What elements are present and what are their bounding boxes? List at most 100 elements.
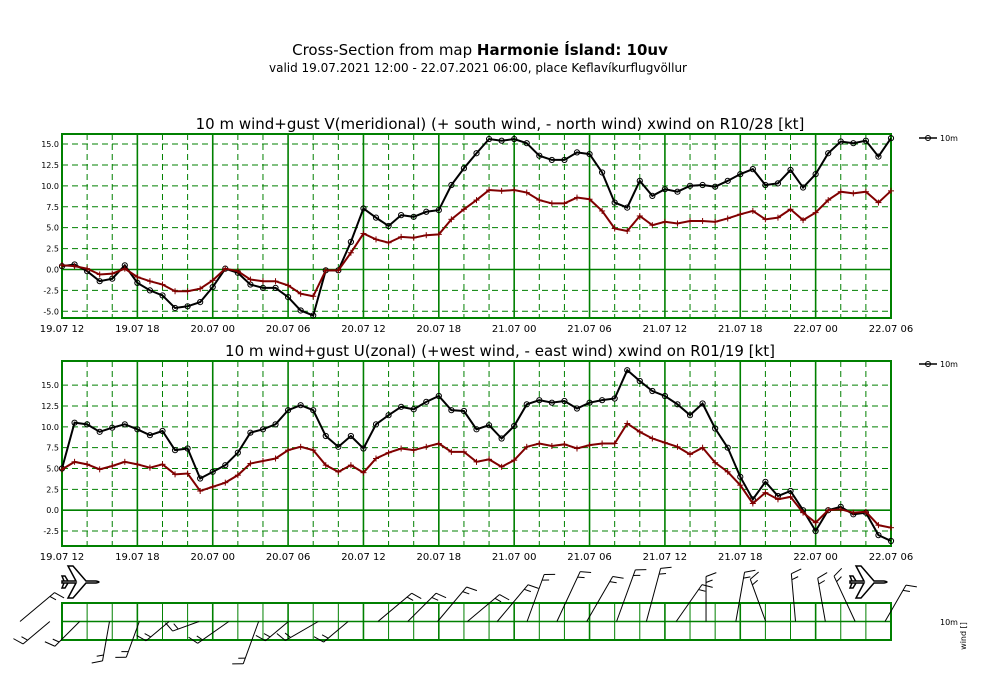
x-tick-label: 22.07 00 [793,324,838,335]
x-tick-label: 22.07 06 [869,324,914,335]
data-point [385,412,392,419]
data-point [636,212,643,219]
barb-shaft [285,621,319,641]
data-point [536,197,543,204]
data-point [209,483,216,490]
data-point [297,402,304,409]
wind-barb [115,621,140,658]
data-point [800,217,807,224]
chart-zonal-yticks: -2.5 0.0 2.5 5.0 7.5 10.0 12.5 15.0 [41,381,59,536]
data-point [347,249,354,256]
wind-barb [136,621,170,642]
data-point [636,428,643,435]
x-tick-label: 19.07 18 [115,552,160,563]
data-point [837,188,844,195]
wind-barb [13,621,51,645]
data-point [423,232,430,239]
data-point [511,187,518,194]
barb-feather [276,633,286,641]
data-point [146,464,153,471]
x-tick-label: 21.07 18 [718,324,763,335]
barb-feather [580,571,592,573]
legend-label: 10m [940,134,958,143]
data-point [862,508,869,515]
barb-shaft [102,621,110,661]
data-point [297,307,304,314]
data-point [523,401,530,408]
barb-feather [52,638,60,643]
data-point [800,509,807,516]
wind-barb [377,592,422,622]
barb-feather [524,588,532,593]
data-point [448,407,455,414]
x-tick-label: 20.07 00 [190,552,235,563]
x-tick-label: 21.07 12 [643,324,688,335]
data-point [460,407,468,415]
data-point [146,278,153,285]
data-point [724,177,731,184]
barb-feather [833,567,843,577]
barb-shaft [586,576,614,622]
data-point [423,443,430,450]
data-point [486,187,493,194]
wind-barb [790,568,802,622]
data-point [649,192,656,199]
y-tick-label: 2.5 [46,485,59,494]
data-point [888,524,894,531]
y-tick-label: 12.5 [41,161,59,170]
barb-feather [577,576,585,579]
wind-strip-level-label: 10m [940,618,958,627]
data-point [134,426,141,433]
data-point [737,211,744,218]
data-point [247,276,254,283]
barb-feather [255,634,266,642]
airplane-icon [60,565,100,599]
barb-feather [21,636,28,641]
data-point [234,268,241,275]
data-point [699,181,706,189]
data-point [586,399,593,406]
barb-feather [165,622,174,632]
x-tick-label: 19.07 12 [40,324,85,335]
data-point [385,239,392,246]
wind-barb [556,571,592,622]
y-tick-label: -5.0 [43,307,59,316]
data-point [888,187,894,194]
data-point [523,189,530,196]
data-point [573,149,581,156]
data-point [222,265,229,272]
data-point [209,277,216,284]
data-point [887,537,895,545]
plot-frame [61,133,892,319]
data-point [787,487,794,495]
data-point [285,282,292,289]
data-point [209,468,216,475]
barb-shaft [675,584,703,622]
barb-feather [494,597,502,603]
wind-barb [91,621,110,664]
data-point [674,401,681,408]
barb-feather [406,596,414,601]
barb-shaft [407,592,437,622]
page-subtitle: valid 19.07.2021 12:00 - 22.07.2021 06:0… [269,61,687,75]
data-point [548,200,555,207]
barb-feather [612,575,624,579]
wind-barb [407,592,447,622]
series-gust-line [61,189,892,298]
data-point [624,228,631,235]
data-point [561,441,568,448]
data-point [862,137,869,144]
data-point [724,444,731,451]
data-point [498,137,505,144]
data-point [724,215,731,222]
x-tick-label: 21.07 00 [492,324,537,335]
data-point [661,218,668,225]
y-tick-label: -2.5 [43,527,59,536]
data-point [460,165,468,172]
barb-feather [91,660,103,664]
data-point [712,218,719,225]
wind-barb [232,621,260,665]
data-point [134,274,141,281]
data-point [310,312,317,319]
data-point [197,285,204,292]
